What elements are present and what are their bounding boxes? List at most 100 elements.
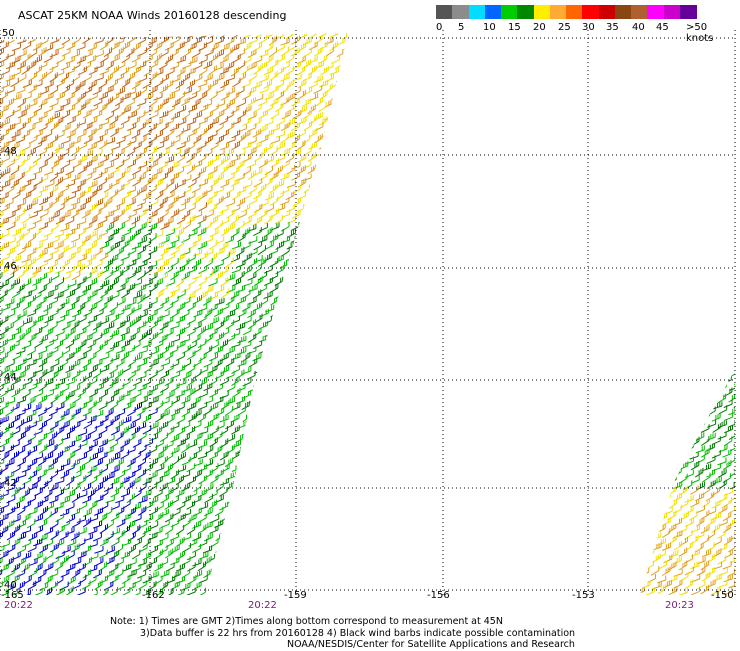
wind-barb: [325, 520, 333, 528]
wind-barb: [39, 72, 47, 81]
wind-barb: [95, 36, 104, 43]
wind-barb: [94, 296, 102, 305]
wind-barb: [150, 320, 158, 329]
wind-barb: [691, 437, 699, 446]
wind-barb: [342, 178, 350, 186]
wind-barb: [674, 432, 683, 439]
wind-barb: [242, 452, 251, 459]
wind-barb: [636, 414, 644, 422]
legend-swatch: [680, 5, 697, 19]
wind-barb: [314, 583, 323, 590]
wind-barb: [319, 227, 327, 236]
wind-barb: [341, 227, 349, 236]
wind-barb: [199, 128, 207, 137]
wind-barb: [259, 371, 268, 378]
wind-barb: [176, 41, 184, 50]
wind-barb: [82, 296, 90, 305]
wind-barb: [220, 502, 228, 510]
wind-barb: [320, 576, 328, 584]
wind-barb: [264, 452, 272, 460]
wind-barb: [11, 403, 19, 411]
wind-barb: [209, 191, 217, 200]
wind-barb: [631, 569, 640, 576]
wind-barb: [308, 152, 316, 161]
wind-barb: [117, 320, 125, 329]
wind-barb: [336, 518, 344, 528]
wind-barb: [149, 25, 157, 33]
wind-barb: [155, 512, 163, 521]
wind-barb: [66, 141, 74, 150]
wind-barb: [182, 61, 191, 69]
wind-barb: [238, 72, 246, 82]
wind-barb: [50, 483, 58, 491]
wind-barb: [205, 583, 213, 591]
wind-barb: [335, 320, 343, 329]
wind-barb: [0, 272, 2, 281]
wind-barb: [232, 526, 240, 534]
wind-barb: [204, 346, 212, 355]
wind-barb: [34, 327, 42, 336]
wind-barb: [253, 289, 261, 298]
wind-barb: [138, 284, 146, 292]
wind-barb: [696, 445, 705, 452]
wind-barb: [17, 246, 25, 255]
wind-barb: [734, 524, 740, 533]
wind-barb: [34, 588, 42, 596]
wind-barb: [662, 457, 671, 464]
wind-barb: [137, 110, 145, 119]
wind-barb: [734, 475, 740, 482]
wind-barb: [117, 284, 125, 292]
wind-barb: [105, 23, 113, 32]
wind-barb: [730, 383, 738, 391]
wind-barb: [248, 471, 257, 479]
wind-barb: [22, 142, 30, 150]
wind-barb: [83, 196, 91, 205]
wind-barb: [176, 277, 183, 287]
wind-barb: [38, 395, 46, 404]
wind-barb: [297, 366, 306, 373]
wind-barb: [93, 533, 101, 541]
wind-barb: [116, 160, 124, 169]
wind-barb: [66, 527, 74, 535]
wind-barb: [71, 234, 79, 242]
wind-barb: [324, 422, 333, 429]
wind-barb: [277, 551, 285, 559]
wind-barb: [641, 506, 649, 514]
wind-barb: [270, 457, 278, 466]
wind-barb: [216, 543, 224, 552]
wind-barb: [647, 363, 655, 372]
wind-barb: [210, 317, 218, 325]
wind-barb: [309, 30, 317, 39]
wind-barb: [22, 526, 31, 533]
wind-barb: [652, 357, 661, 364]
wind-barb: [22, 129, 30, 138]
wind-barb: [72, 97, 80, 106]
wind-barb: [144, 514, 152, 522]
wind-barb: [701, 525, 709, 533]
wind-barb: [718, 469, 726, 478]
wind-barb: [62, 259, 70, 268]
wind-barb: [226, 258, 234, 267]
wind-barb: [729, 580, 737, 588]
wind-barb: [155, 178, 163, 187]
wind-barb: [640, 568, 648, 576]
wind-barb: [302, 495, 310, 503]
wind-barb: [33, 302, 41, 311]
wind-barb: [11, 165, 19, 174]
wind-barb: [248, 209, 256, 217]
wind-barb: [2, 168, 10, 176]
wind-barb: [237, 260, 245, 268]
wind-barb: [265, 576, 273, 584]
wind-barb: [45, 152, 53, 161]
wind-barb: [243, 316, 251, 324]
wind-barb: [60, 224, 69, 231]
wind-barb: [45, 216, 53, 224]
wind-barb: [84, 396, 92, 405]
wind-barb: [264, 589, 272, 597]
wind-barb: [117, 172, 125, 182]
wind-barb: [210, 104, 218, 113]
wind-barb: [281, 532, 289, 541]
wind-barb: [17, 185, 25, 194]
wind-barb: [115, 73, 123, 81]
wind-barb: [335, 470, 343, 479]
